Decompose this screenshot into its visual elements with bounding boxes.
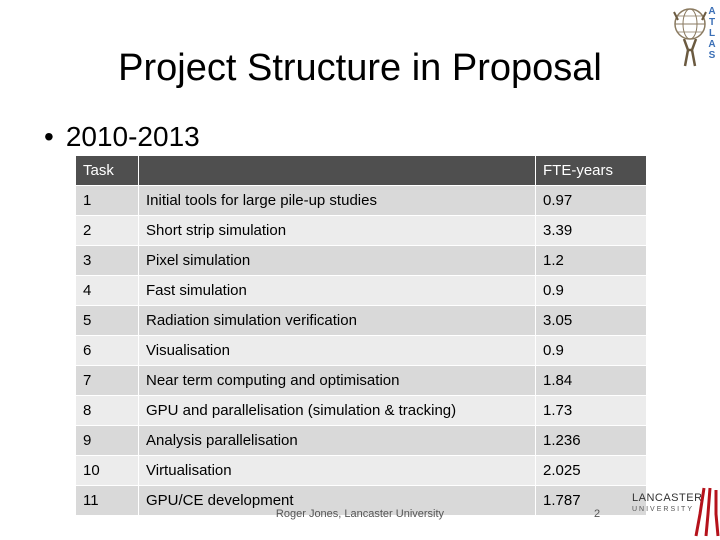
cell-description: GPU/CE development [138,485,536,516]
table-row: 3 Pixel simulation 1.2 [76,245,646,276]
cell-task: 7 [76,365,139,396]
table-row: 9 Analysis parallelisation 1.236 [76,425,646,456]
cell-description: Virtualisation [138,455,536,486]
atlas-letter: S [708,50,716,61]
cell-description: GPU and parallelisation (simulation & tr… [138,395,536,426]
atlas-letter: A [708,39,716,50]
cell-task: 6 [76,335,139,366]
cell-fte: 0.9 [535,335,646,366]
cell-fte: 0.97 [535,185,646,216]
cell-description: Visualisation [138,335,536,366]
table-row: 6 Visualisation 0.9 [76,335,646,366]
atlas-letter: L [708,28,716,39]
cell-fte: 1.84 [535,365,646,396]
cell-task: 8 [76,395,139,426]
cell-fte: 1.2 [535,245,646,276]
bullet-icon: • [44,121,54,152]
cell-description: Short strip simulation [138,215,536,246]
atlas-letter: A [708,6,716,17]
cell-fte: 1.236 [535,425,646,456]
cell-fte: 3.39 [535,215,646,246]
lancaster-logo-icon [694,487,720,537]
cell-task: 2 [76,215,139,246]
atlas-letter: T [708,17,716,28]
cell-description: Initial tools for large pile-up studies [138,185,536,216]
table-row: 1 Initial tools for large pile-up studies… [76,185,646,216]
lancaster-sub: UNIVERSITY [632,506,695,513]
table-row: 10 Virtualisation 2.025 [76,455,646,486]
lancaster-name: LANCASTER [632,492,703,504]
table-header-row: Task FTE-years [76,156,646,186]
cell-task: 9 [76,425,139,456]
cell-description: Radiation simulation verification [138,305,536,336]
table-row: 5 Radiation simulation verification 3.05 [76,305,646,336]
header-description [138,156,536,186]
table-row: 11 GPU/CE development 1.787 [76,485,646,516]
table-row: 8 GPU and parallelisation (simulation & t… [76,395,646,426]
cell-task: 10 [76,455,139,486]
cell-fte: 1.73 [535,395,646,426]
cell-task: 5 [76,305,139,336]
table-row: 4 Fast simulation 0.9 [76,275,646,306]
table-row: 7 Near term computing and optimisation 1.8… [76,365,646,396]
slide-title: Project Structure in Proposal [118,47,602,89]
page-number: 2 [594,508,601,520]
cell-description: Near term computing and optimisation [138,365,536,396]
atlas-globe-icon [673,8,707,67]
cell-fte: 0.9 [535,275,646,306]
cell-fte: 2.025 [535,455,646,486]
slide-footer: Roger Jones, Lancaster University [275,508,445,520]
cell-task: 11 [76,485,139,516]
bullet-item: • 2010-2013 [44,118,200,156]
cell-fte: 1.787 [535,485,646,516]
task-table: Task FTE-years 1 Initial tools for large … [76,156,646,516]
cell-description: Analysis parallelisation [138,425,536,456]
cell-task: 4 [76,275,139,306]
cell-description: Pixel simulation [138,245,536,276]
cell-task: 3 [76,245,139,276]
header-fte: FTE-years [535,156,646,186]
atlas-letters: A T L A S [706,6,718,61]
cell-fte: 3.05 [535,305,646,336]
cell-task: 1 [76,185,139,216]
lancaster-wordmark: LANCASTER UNIVERSITY [632,492,703,516]
table-row: 2 Short strip simulation 3.39 [76,215,646,246]
cell-description: Fast simulation [138,275,536,306]
bullet-text: 2010-2013 [65,121,200,152]
header-task: Task [76,156,139,186]
